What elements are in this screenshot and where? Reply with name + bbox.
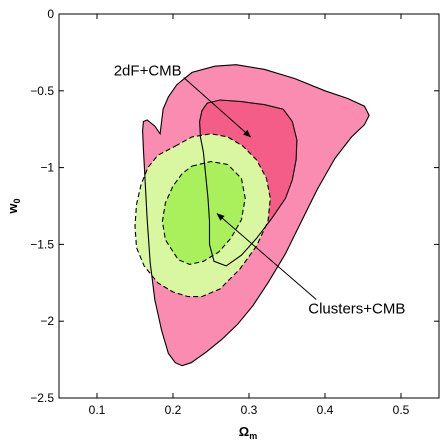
y-tick-label: −2.5: [30, 391, 54, 405]
clusters-cmb-inner-contour: [162, 161, 246, 265]
annotation-clusters-cmb: Clusters+CMB: [308, 301, 405, 318]
y-tick-label: −2: [40, 314, 54, 328]
clusters-cmb-inner-outline: [161, 160, 246, 265]
annotation-2df-cmb: 2dF+CMB: [114, 62, 182, 79]
2df-cmb-inner-outline: [199, 99, 298, 267]
annotation-arrow-clusters-cmb: [216, 213, 317, 300]
y-tick-label: 0: [47, 7, 54, 21]
y-tick-label: −1: [40, 161, 54, 175]
y-axis-label: w0: [5, 198, 22, 214]
x-tick-label: 0.4: [317, 403, 334, 417]
x-tick-label: 0.2: [165, 403, 182, 417]
x-axis-label: Ωm: [239, 424, 257, 441]
annotation-layer: 2dF+CMB Clusters+CMB: [114, 62, 406, 317]
x-tick-label: 0.3: [241, 403, 258, 417]
axis-ticks: 0.1 0.2 0.3 0.4 0.5 0 −0.5 −1 −1.5 −2 −2.5: [30, 7, 439, 417]
2df-cmb-outer-outline: [142, 64, 370, 367]
annotation-arrow-2df-cmb: [183, 77, 252, 138]
plot-area: [134, 64, 370, 367]
clusters-cmb-outer-outline: [134, 133, 271, 298]
y-tick-label: −0.5: [30, 84, 54, 98]
x-tick-label: 0.1: [89, 403, 106, 417]
x-tick-label: 0.5: [393, 403, 410, 417]
y-tick-label: −1.5: [30, 237, 54, 251]
